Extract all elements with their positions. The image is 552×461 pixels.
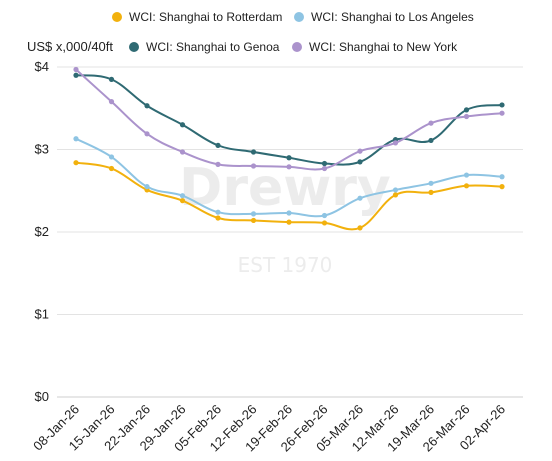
series-genoa <box>73 72 505 167</box>
data-point[interactable] <box>392 192 399 198</box>
legend-item-genoa[interactable]: WCI: Shanghai to Genoa <box>129 40 280 54</box>
data-point[interactable] <box>73 160 79 166</box>
data-point[interactable] <box>250 149 257 155</box>
data-point[interactable] <box>108 154 115 160</box>
watermark-est: EST 1970 <box>238 253 333 277</box>
data-point[interactable] <box>179 149 186 155</box>
legend-marker-new-york <box>292 42 302 52</box>
legend-marker-genoa <box>129 42 139 52</box>
data-point[interactable] <box>357 148 363 154</box>
data-point[interactable] <box>499 174 505 180</box>
data-point[interactable] <box>321 220 328 226</box>
data-point[interactable] <box>73 66 79 73</box>
data-point[interactable] <box>321 160 328 167</box>
y-axis-ticks: $0 $1 $2 $3 $4 <box>35 59 49 404</box>
data-point[interactable] <box>463 113 470 120</box>
data-point[interactable] <box>144 184 150 190</box>
series-rotterdam <box>73 160 505 231</box>
data-point[interactable] <box>499 102 505 108</box>
watermark-brand: Drewry <box>179 158 391 218</box>
data-point[interactable] <box>108 76 115 82</box>
data-point[interactable] <box>428 180 434 186</box>
legend-label-genoa: WCI: Shanghai to Genoa <box>146 40 280 54</box>
data-point[interactable] <box>250 217 257 224</box>
y-tick-label: $2 <box>35 224 49 239</box>
legend-marker-rotterdam <box>112 12 122 22</box>
y-tick-label: $4 <box>35 59 49 74</box>
series-los-angeles <box>73 136 505 219</box>
data-point[interactable] <box>108 165 115 172</box>
series-new-york <box>73 66 505 172</box>
data-point[interactable] <box>144 131 150 137</box>
legend-label-new-york: WCI: Shanghai to New York <box>309 40 458 54</box>
data-point[interactable] <box>286 155 292 161</box>
y-tick-label: $0 <box>35 389 49 404</box>
data-point[interactable] <box>357 195 363 201</box>
data-point[interactable] <box>463 172 470 178</box>
legend-label-los-angeles: WCI: Shanghai to Los Angeles <box>311 10 474 24</box>
legend-item-new-york[interactable]: WCI: Shanghai to New York <box>292 40 458 54</box>
y-axis-title: US$ x,000/40ft <box>27 39 113 54</box>
legend-item-los-angeles[interactable]: WCI: Shanghai to Los Angeles <box>294 10 474 24</box>
data-point[interactable] <box>179 198 186 204</box>
data-point[interactable] <box>499 184 505 190</box>
data-point[interactable] <box>357 159 363 165</box>
legend-label-rotterdam: WCI: Shanghai to Rotterdam <box>129 10 282 24</box>
data-point[interactable] <box>321 165 328 172</box>
data-point[interactable] <box>179 193 186 199</box>
x-axis-ticks: 08-Jan-2615-Jan-2622-Jan-2629-Jan-2605-F… <box>30 402 508 455</box>
data-point[interactable] <box>286 210 292 216</box>
y-tick-label: $1 <box>35 307 49 322</box>
data-point[interactable] <box>463 183 470 189</box>
series-lines <box>73 66 505 231</box>
data-point[interactable] <box>73 136 79 142</box>
data-point[interactable] <box>144 103 150 109</box>
legend-item-rotterdam[interactable]: WCI: Shanghai to Rotterdam <box>112 10 282 24</box>
data-point[interactable] <box>286 219 292 225</box>
data-point[interactable] <box>215 142 221 148</box>
data-point[interactable] <box>250 163 257 169</box>
data-point[interactable] <box>463 107 470 113</box>
data-point[interactable] <box>428 137 434 144</box>
watermark: Drewry EST 1970 <box>179 158 391 277</box>
data-point[interactable] <box>215 215 221 221</box>
data-point[interactable] <box>108 99 115 105</box>
data-point[interactable] <box>286 164 292 170</box>
data-point[interactable] <box>179 122 186 128</box>
data-point[interactable] <box>392 140 399 146</box>
legend-marker-los-angeles <box>294 12 304 22</box>
data-point[interactable] <box>392 187 399 193</box>
data-point[interactable] <box>321 212 328 219</box>
data-point[interactable] <box>250 211 257 217</box>
data-point[interactable] <box>428 120 434 126</box>
data-point[interactable] <box>499 110 505 116</box>
y-tick-label: $3 <box>35 142 49 157</box>
data-point[interactable] <box>357 225 363 231</box>
data-point[interactable] <box>215 209 221 215</box>
data-point[interactable] <box>73 72 79 78</box>
series-line-new-york <box>75 68 503 171</box>
gridlines <box>57 66 523 398</box>
legend: WCI: Shanghai to Rotterdam WCI: Shanghai… <box>112 10 474 54</box>
data-point[interactable] <box>428 189 434 195</box>
data-point[interactable] <box>215 161 221 167</box>
